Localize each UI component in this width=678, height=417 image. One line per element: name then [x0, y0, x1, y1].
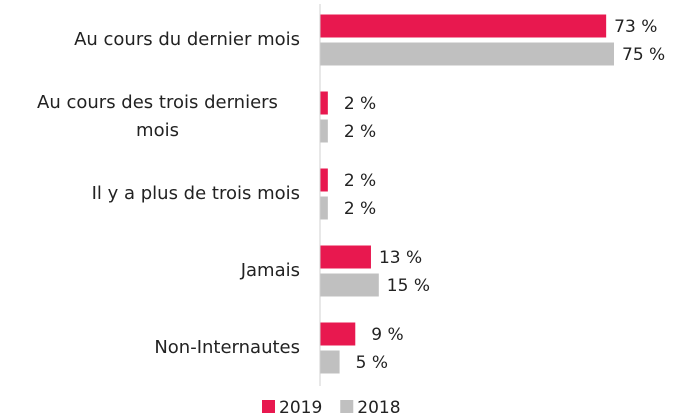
category-text: Jamais: [240, 260, 300, 281]
value-label: 5 %: [356, 353, 388, 373]
value-label: 9 %: [371, 325, 403, 345]
value-label: 73 %: [614, 17, 657, 37]
category-label: Non-Internautes: [0, 334, 300, 362]
bar: [320, 350, 340, 374]
category-text: Au cours des trois derniers mois: [37, 92, 278, 141]
bar: [320, 245, 371, 269]
bar: [320, 14, 607, 38]
category-label: Au cours des trois derniers mois: [0, 89, 300, 145]
bar: [320, 322, 356, 346]
bar: [320, 91, 328, 115]
value-label: 2 %: [344, 171, 376, 191]
bar: [320, 196, 328, 220]
value-label: 2 %: [344, 94, 376, 114]
legend-label: 2019: [279, 398, 322, 417]
bar: [320, 42, 614, 66]
legend-label: 2018: [357, 398, 400, 417]
bar: [320, 168, 328, 192]
category-text: Il y a plus de trois mois: [91, 183, 300, 204]
category-text: Non-Internautes: [154, 337, 300, 358]
value-label: 15 %: [387, 276, 430, 296]
value-label: 13 %: [379, 248, 422, 268]
bar: [320, 119, 328, 143]
legend-swatch: [262, 400, 275, 413]
value-label: 75 %: [622, 45, 665, 65]
category-text: Au cours du dernier mois: [74, 29, 300, 50]
bar: [320, 273, 379, 297]
category-label: Au cours du dernier mois: [0, 26, 300, 54]
legend-swatch: [340, 400, 354, 413]
value-label: 2 %: [344, 122, 376, 142]
category-label: Jamais: [0, 257, 300, 285]
value-label: 2 %: [344, 199, 376, 219]
category-label: Il y a plus de trois mois: [0, 180, 300, 208]
